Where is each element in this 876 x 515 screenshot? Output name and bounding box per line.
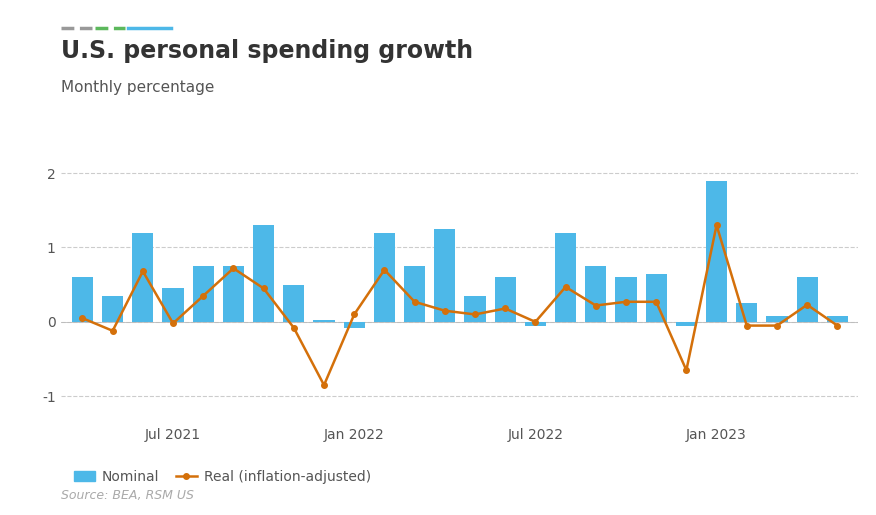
Bar xyxy=(314,320,335,322)
Bar xyxy=(404,266,425,322)
Bar xyxy=(616,277,637,322)
Bar xyxy=(736,303,758,322)
Bar xyxy=(162,288,184,322)
Bar xyxy=(827,316,848,322)
Bar xyxy=(253,225,274,322)
Bar xyxy=(102,296,124,322)
Text: Source: BEA, RSM US: Source: BEA, RSM US xyxy=(61,489,194,502)
Bar xyxy=(223,266,244,322)
Bar xyxy=(132,233,153,322)
Text: Monthly percentage: Monthly percentage xyxy=(61,80,215,95)
Bar xyxy=(283,285,304,322)
Bar xyxy=(706,181,727,322)
Bar xyxy=(434,229,456,322)
Bar xyxy=(343,322,364,328)
Legend: Nominal, Real (inflation-adjusted): Nominal, Real (inflation-adjusted) xyxy=(68,464,376,489)
Bar xyxy=(766,316,788,322)
Bar xyxy=(796,277,817,322)
Bar xyxy=(72,277,93,322)
Bar xyxy=(646,273,667,322)
Bar xyxy=(374,233,395,322)
Bar xyxy=(555,233,576,322)
Bar xyxy=(495,277,516,322)
Text: U.S. personal spending growth: U.S. personal spending growth xyxy=(61,39,473,63)
Bar xyxy=(675,322,697,325)
Bar xyxy=(193,266,214,322)
Bar xyxy=(525,322,546,325)
Bar xyxy=(464,296,485,322)
Bar xyxy=(585,266,606,322)
